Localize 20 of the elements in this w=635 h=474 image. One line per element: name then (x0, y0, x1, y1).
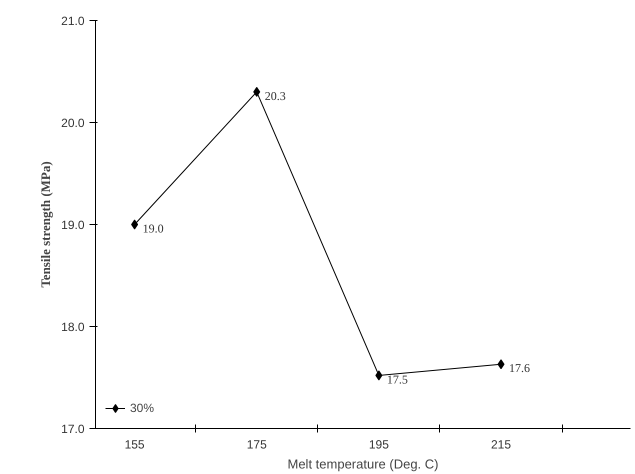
data-label: 17.5 (386, 372, 408, 386)
legend-label: 30% (130, 401, 154, 415)
data-label: 20.3 (264, 88, 286, 103)
y-tick-label: 19.0 (61, 218, 85, 232)
y-tick-label: 20.0 (61, 116, 85, 130)
point (375, 370, 382, 380)
x-tick-label: 215 (491, 438, 512, 452)
y-tick-label: 18.0 (61, 320, 85, 334)
y-tick-label: 21.0 (61, 14, 85, 28)
data-label: 17.6 (509, 361, 530, 376)
point (131, 220, 138, 230)
data-label: 19.0 (142, 222, 164, 236)
x-tick-label: 195 (368, 438, 390, 452)
point (253, 86, 260, 97)
x-tick-label: 155 (124, 438, 145, 452)
x-tick-label: 175 (246, 438, 268, 452)
point (498, 359, 505, 370)
x-axis-title: Melt temperature (Deg. C) (288, 456, 439, 472)
y-axis-title: Tensile strength (MPa) (38, 161, 54, 288)
y-tick-label: 17.0 (61, 422, 85, 436)
